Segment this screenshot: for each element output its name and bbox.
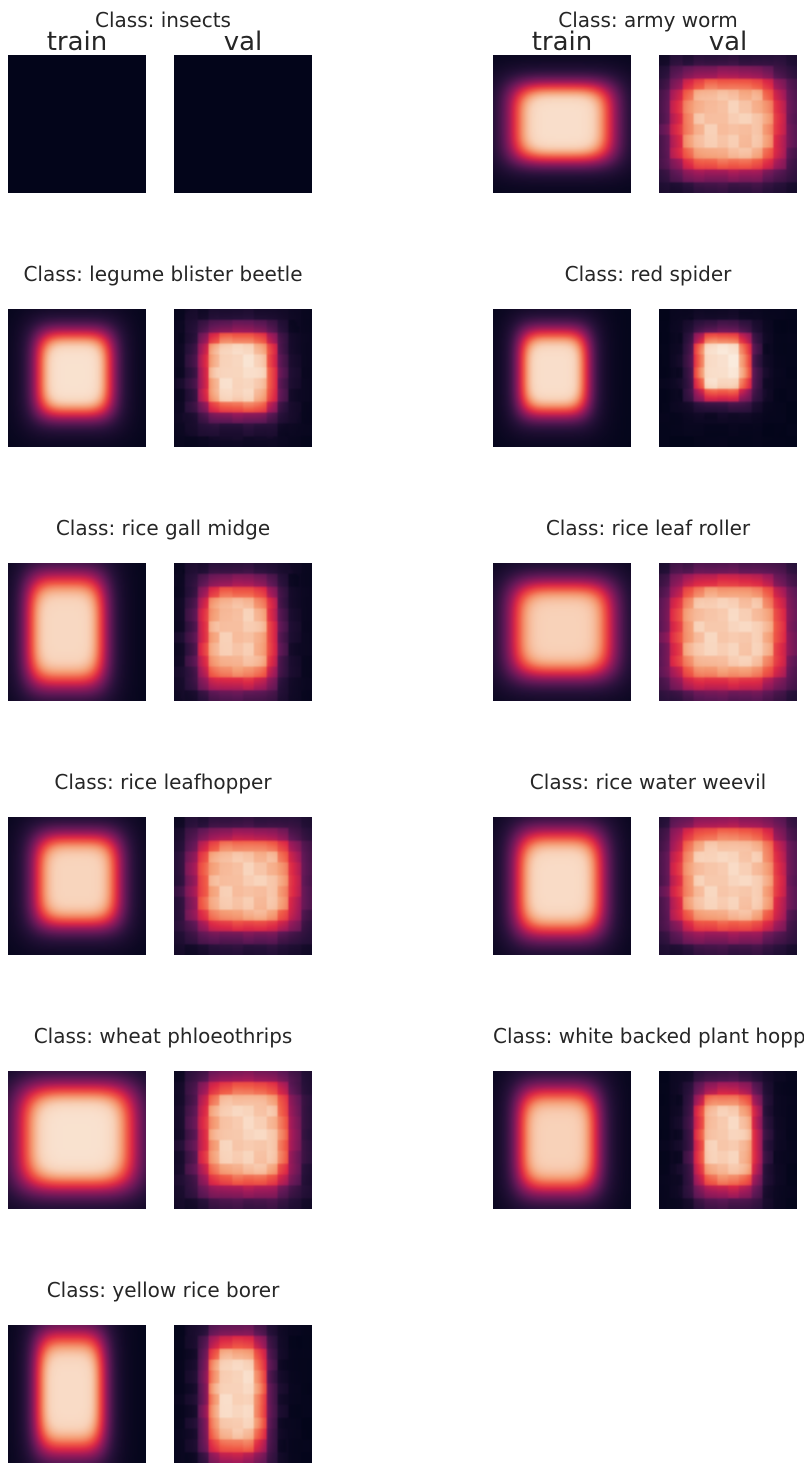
class-title: Class: wheat phloeothrips [33,1024,293,1048]
class-title: Class: rice water weevil [529,770,767,794]
column-label-train: train [531,27,593,57]
heatmap-val [659,817,797,955]
heatmap-train [8,563,146,701]
heatmap-val [174,1071,312,1209]
class-title: Class: yellow rice borer [46,1278,280,1302]
heatmap-val [659,309,797,447]
heatmap-val [659,563,797,701]
heatmap-val [659,55,797,193]
column-label-train: train [46,27,108,57]
heatmap-train [493,1071,631,1209]
heatmap-train [493,563,631,701]
heatmap-val [174,1325,312,1463]
heatmap-val [174,309,312,447]
heatmap-train [8,1325,146,1463]
heatmap-val [174,563,312,701]
heatmap-train [8,1071,146,1209]
class-title: Class: rice leaf roller [545,516,751,540]
class-title: Class: rice gall midge [55,516,271,540]
heatmap-train [8,817,146,955]
column-label-val: val [708,27,748,57]
class-title: Class: legume blister beetle [23,262,303,286]
heatmap-val [659,1071,797,1209]
class-title: Class: army worm [558,8,738,32]
heatmap-train [493,55,631,193]
class-title: Class: red spider [564,262,732,286]
class-title: Class: insects [95,8,231,32]
class-title: Class: rice leafhopper [54,770,272,794]
heatmap-val [174,55,312,193]
heatmap-train [8,309,146,447]
heatmap-train [493,309,631,447]
heatmap-val [174,817,312,955]
heatmap-train [8,55,146,193]
column-label-val: val [223,27,263,57]
class-title: Class: white backed plant hopper [493,1024,804,1048]
heatmap-train [493,817,631,955]
